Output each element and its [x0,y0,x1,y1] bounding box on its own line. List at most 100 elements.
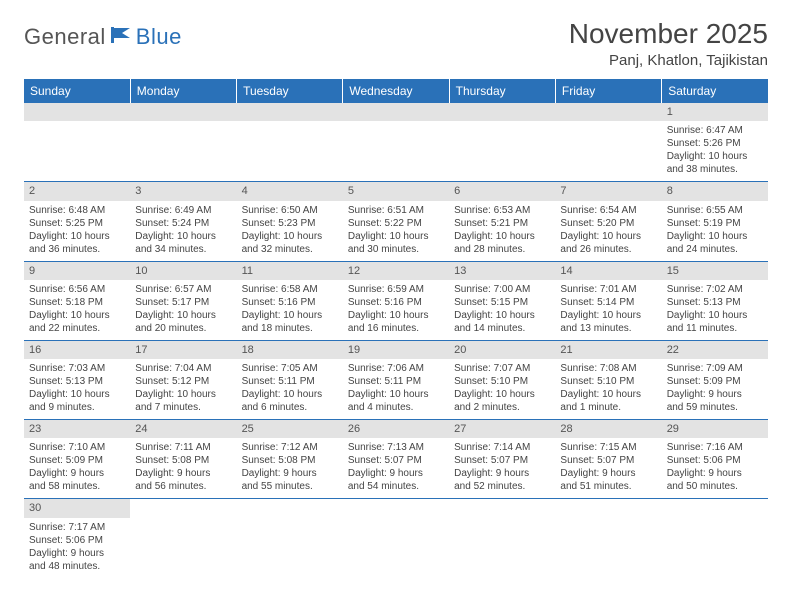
calendar-cell [237,499,343,578]
sunrise-text: Sunrise: 6:48 AM [29,204,125,217]
day-number: 21 [555,341,661,359]
daylight1-text: Daylight: 10 hours [348,230,444,243]
calendar-week-row: 2Sunrise: 6:48 AMSunset: 5:25 PMDaylight… [24,182,768,261]
day-number: 27 [449,420,555,438]
day-number: 1 [662,103,768,121]
empty-daynum [555,103,661,121]
day-number: 20 [449,341,555,359]
sunset-text: Sunset: 5:07 PM [348,454,444,467]
calendar-cell: 9Sunrise: 6:56 AMSunset: 5:18 PMDaylight… [24,261,130,340]
calendar-cell [662,499,768,578]
daylight2-text: and 20 minutes. [135,322,231,335]
day-header: Tuesday [237,79,343,103]
empty-daynum [343,103,449,121]
day-number: 15 [662,262,768,280]
sunset-text: Sunset: 5:19 PM [667,217,763,230]
sunrise-text: Sunrise: 6:54 AM [560,204,656,217]
sunset-text: Sunset: 5:10 PM [560,375,656,388]
calendar-cell: 8Sunrise: 6:55 AMSunset: 5:19 PMDaylight… [662,182,768,261]
calendar-cell: 2Sunrise: 6:48 AMSunset: 5:25 PMDaylight… [24,182,130,261]
day-number: 2 [24,182,130,200]
calendar-cell: 14Sunrise: 7:01 AMSunset: 5:14 PMDayligh… [555,261,661,340]
sunset-text: Sunset: 5:07 PM [454,454,550,467]
sunset-text: Sunset: 5:18 PM [29,296,125,309]
day-number: 13 [449,262,555,280]
daylight1-text: Daylight: 9 hours [29,467,125,480]
day-number: 26 [343,420,449,438]
day-header: Sunday [24,79,130,103]
day-number: 9 [24,262,130,280]
sunset-text: Sunset: 5:22 PM [348,217,444,230]
calendar-cell: 10Sunrise: 6:57 AMSunset: 5:17 PMDayligh… [130,261,236,340]
daylight2-text: and 38 minutes. [667,163,763,176]
logo-text-blue: Blue [136,24,182,50]
calendar-cell [24,103,130,182]
header: General Blue November 2025 Panj, Khatlon… [24,18,768,69]
daylight1-text: Daylight: 9 hours [348,467,444,480]
daylight1-text: Daylight: 9 hours [454,467,550,480]
calendar-cell: 19Sunrise: 7:06 AMSunset: 5:11 PMDayligh… [343,340,449,419]
daylight2-text: and 34 minutes. [135,243,231,256]
sunset-text: Sunset: 5:12 PM [135,375,231,388]
day-header: Friday [555,79,661,103]
day-number: 4 [237,182,343,200]
sunset-text: Sunset: 5:16 PM [242,296,338,309]
sunset-text: Sunset: 5:10 PM [454,375,550,388]
daylight1-text: Daylight: 9 hours [29,547,125,560]
day-number: 3 [130,182,236,200]
daylight2-text: and 16 minutes. [348,322,444,335]
daylight2-text: and 22 minutes. [29,322,125,335]
title-block: November 2025 Panj, Khatlon, Tajikistan [569,18,768,69]
calendar-cell [449,103,555,182]
daylight1-text: Daylight: 10 hours [29,230,125,243]
calendar-cell: 4Sunrise: 6:50 AMSunset: 5:23 PMDaylight… [237,182,343,261]
day-number: 18 [237,341,343,359]
calendar-cell: 16Sunrise: 7:03 AMSunset: 5:13 PMDayligh… [24,340,130,419]
daylight1-text: Daylight: 9 hours [667,388,763,401]
sunset-text: Sunset: 5:09 PM [667,375,763,388]
day-number: 17 [130,341,236,359]
day-number: 23 [24,420,130,438]
daylight1-text: Daylight: 10 hours [135,309,231,322]
daylight2-text: and 28 minutes. [454,243,550,256]
sunrise-text: Sunrise: 7:09 AM [667,362,763,375]
calendar-week-row: 30Sunrise: 7:17 AMSunset: 5:06 PMDayligh… [24,499,768,578]
sunrise-text: Sunrise: 6:50 AM [242,204,338,217]
empty-daynum [24,103,130,121]
calendar-week-row: 9Sunrise: 6:56 AMSunset: 5:18 PMDaylight… [24,261,768,340]
daylight2-text: and 7 minutes. [135,401,231,414]
sunset-text: Sunset: 5:13 PM [29,375,125,388]
calendar-cell [343,499,449,578]
daylight2-text: and 56 minutes. [135,480,231,493]
day-header: Thursday [449,79,555,103]
daylight1-text: Daylight: 10 hours [667,230,763,243]
sunset-text: Sunset: 5:24 PM [135,217,231,230]
empty-daynum [343,499,449,503]
empty-daynum [555,499,661,503]
daylight1-text: Daylight: 10 hours [454,309,550,322]
calendar-cell: 24Sunrise: 7:11 AMSunset: 5:08 PMDayligh… [130,420,236,499]
sunrise-text: Sunrise: 7:07 AM [454,362,550,375]
daylight2-text: and 30 minutes. [348,243,444,256]
day-number: 24 [130,420,236,438]
sunset-text: Sunset: 5:11 PM [242,375,338,388]
daylight2-text: and 14 minutes. [454,322,550,335]
day-number: 12 [343,262,449,280]
calendar-cell [130,499,236,578]
daylight1-text: Daylight: 10 hours [348,309,444,322]
sunset-text: Sunset: 5:15 PM [454,296,550,309]
empty-daynum [449,103,555,121]
sunrise-text: Sunrise: 7:00 AM [454,283,550,296]
daylight1-text: Daylight: 9 hours [667,467,763,480]
calendar-cell: 30Sunrise: 7:17 AMSunset: 5:06 PMDayligh… [24,499,130,578]
day-number: 29 [662,420,768,438]
calendar-cell: 6Sunrise: 6:53 AMSunset: 5:21 PMDaylight… [449,182,555,261]
calendar-cell [449,499,555,578]
sunset-text: Sunset: 5:06 PM [667,454,763,467]
calendar-cell [555,499,661,578]
calendar-cell: 18Sunrise: 7:05 AMSunset: 5:11 PMDayligh… [237,340,343,419]
empty-daynum [237,499,343,503]
sunrise-text: Sunrise: 7:13 AM [348,441,444,454]
daylight1-text: Daylight: 10 hours [454,388,550,401]
daylight1-text: Daylight: 10 hours [560,388,656,401]
